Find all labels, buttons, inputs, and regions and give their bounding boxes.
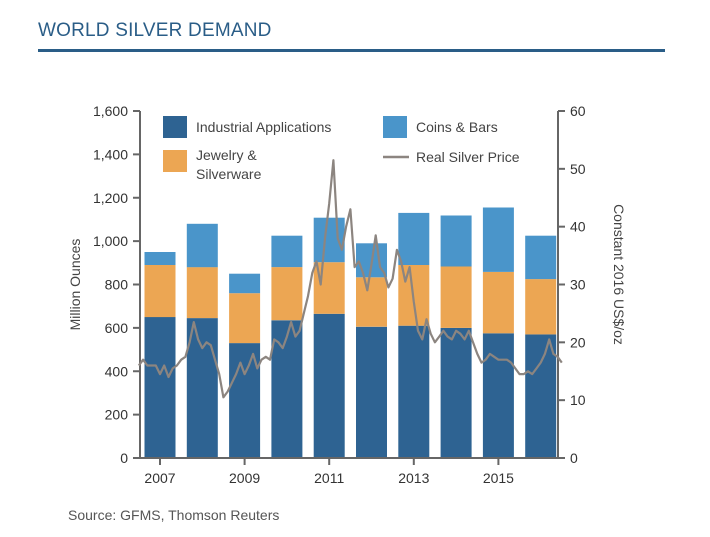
- bar-jewelry-2015: [482, 271, 514, 334]
- left-tick-label: 1,600: [93, 103, 128, 119]
- bar-coins-2009: [229, 273, 261, 294]
- right-tick-label: 0: [570, 450, 578, 466]
- title-divider: [38, 49, 665, 52]
- chart-title: WORLD SILVER DEMAND: [38, 20, 272, 41]
- left-tick-label: 0: [120, 450, 128, 466]
- legend-label-coins: Coins & Bars: [416, 119, 498, 135]
- bar-coins-2010: [271, 235, 303, 268]
- legend-swatch-coins: [383, 116, 407, 138]
- x-tick-label: 2009: [229, 470, 260, 486]
- bar-industrial-2012: [356, 326, 387, 458]
- legend-swatch-industrial: [163, 116, 187, 138]
- bar-coins-2013: [398, 212, 430, 265]
- bar-coins-2016: [525, 235, 557, 280]
- y-axis-right-label: Constant 2016 US$/oz: [611, 204, 627, 345]
- bar-jewelry-2010: [271, 267, 303, 321]
- bar-coins-2015: [482, 207, 514, 272]
- bar-industrial-2014: [440, 327, 472, 458]
- bar-coins-2008: [186, 223, 218, 268]
- bar-industrial-2010: [271, 320, 303, 458]
- right-tick-label: 20: [570, 334, 586, 350]
- left-tick-label: 400: [105, 363, 129, 379]
- bar-industrial-2015: [482, 333, 514, 458]
- left-tick-label: 800: [105, 277, 129, 293]
- source-note: Source: GFMS, Thomson Reuters: [68, 507, 280, 523]
- legend-label-jewelry-line1: Jewelry &: [196, 147, 257, 163]
- right-tick-label: 30: [570, 277, 586, 293]
- x-tick-label: 2015: [483, 470, 514, 486]
- bar-industrial-2007: [144, 317, 176, 458]
- left-tick-label: 1,200: [93, 190, 128, 206]
- right-tick-label: 40: [570, 219, 586, 235]
- bar-industrial-2013: [398, 325, 430, 458]
- bar-industrial-2008: [186, 318, 218, 458]
- bar-jewelry-2007: [144, 265, 176, 318]
- legend-swatch-jewelry: [163, 150, 187, 172]
- y-axis-label: Million Ounces: [67, 239, 83, 331]
- left-tick-label: 200: [105, 407, 129, 423]
- bar-jewelry-2012: [356, 277, 387, 327]
- x-tick-label: 2007: [144, 470, 175, 486]
- legend-label-jewelry-line2: Silverware: [196, 166, 262, 182]
- legend-label-price: Real Silver Price: [416, 149, 520, 165]
- bar-jewelry-2016: [525, 279, 557, 335]
- left-tick-label: 1,000: [93, 233, 128, 249]
- x-tick-label: 2011: [314, 470, 344, 486]
- right-tick-label: 60: [570, 103, 586, 119]
- left-tick-label: 1,400: [93, 146, 128, 162]
- real-silver-price-line: [137, 159, 563, 399]
- bar-coins-2014: [440, 215, 472, 267]
- right-tick-label: 10: [570, 392, 586, 408]
- bar-industrial-2016: [525, 334, 557, 458]
- bar-industrial-2011: [313, 313, 345, 458]
- right-tick-label: 50: [570, 161, 586, 177]
- bar-jewelry-2014: [440, 266, 472, 328]
- bar-coins-2011: [313, 217, 345, 263]
- bar-jewelry-2009: [229, 293, 261, 344]
- legend-label-industrial: Industrial Applications: [196, 119, 331, 135]
- x-tick-label: 2013: [398, 470, 429, 486]
- left-tick-label: 600: [105, 320, 129, 336]
- bar-coins-2007: [144, 252, 176, 265]
- bar-jewelry-2008: [186, 267, 218, 319]
